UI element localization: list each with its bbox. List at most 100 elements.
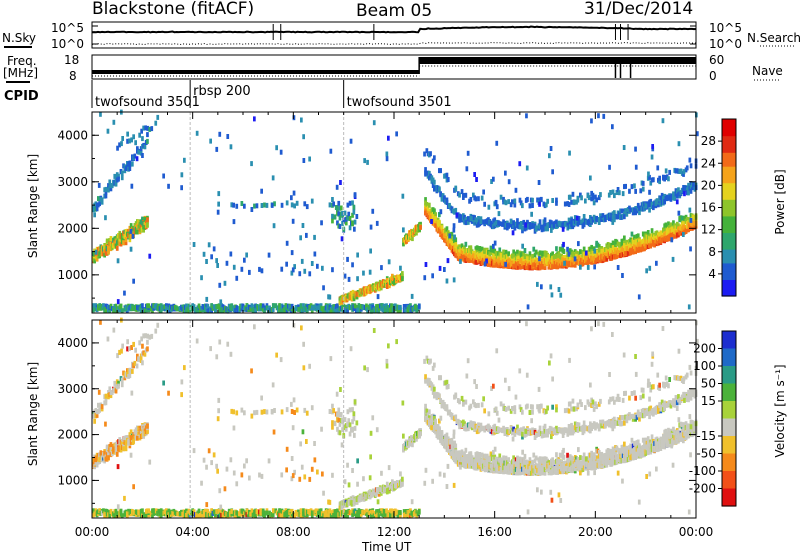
power-cell	[93, 212, 96, 218]
power-cell	[677, 210, 681, 216]
velocity-cell	[104, 396, 108, 402]
velocity-cell	[192, 509, 196, 515]
power-cell	[621, 273, 624, 278]
power-cell	[234, 308, 237, 314]
power-cell	[558, 246, 562, 252]
power-cell	[423, 151, 426, 157]
power-cell	[570, 199, 573, 205]
velocity-cell	[120, 377, 124, 383]
power-cell	[146, 217, 149, 223]
power-cell	[568, 150, 571, 156]
power-cell	[593, 264, 596, 270]
cpid-segment-label: rbsp 200	[193, 84, 251, 99]
power-cell	[271, 303, 275, 309]
power-cell	[348, 225, 352, 231]
power-cell	[338, 215, 342, 221]
velocity-cell	[353, 508, 357, 514]
power-cell	[261, 303, 265, 309]
velocity-cell	[93, 511, 96, 517]
velocity-cell	[271, 508, 275, 514]
power-cell	[353, 226, 356, 232]
power-cell	[639, 188, 643, 194]
power-cell	[538, 256, 541, 262]
power-cell	[459, 258, 462, 264]
power-cell	[502, 196, 505, 202]
power-cell	[631, 237, 635, 243]
power-cell	[353, 219, 357, 225]
power-cell	[223, 280, 227, 286]
power-cell	[393, 304, 397, 309]
power-cell	[590, 118, 593, 124]
power-cell	[395, 131, 398, 137]
power-cell	[586, 264, 590, 270]
power-cell	[290, 304, 294, 309]
power-cell	[250, 303, 254, 309]
power-cell	[329, 308, 333, 314]
power-cell	[473, 172, 476, 177]
power-cell	[232, 219, 236, 225]
power-cell	[599, 213, 602, 219]
power-cell	[472, 192, 475, 198]
power-cell	[495, 204, 499, 210]
velocity-cell	[115, 451, 119, 457]
power-cell	[356, 307, 359, 313]
power-cell	[600, 246, 604, 251]
date-title: 31/Dec/2014	[584, 0, 694, 19]
power-cell	[492, 243, 495, 249]
power-cell	[119, 304, 123, 310]
power-cell	[299, 303, 303, 309]
power-cell	[538, 201, 541, 207]
power-cell	[424, 197, 427, 203]
power-cell	[667, 221, 670, 227]
power-cell	[126, 131, 129, 137]
power-cell	[124, 240, 128, 246]
power-cell	[310, 261, 314, 266]
power-cell	[549, 284, 553, 290]
power-cell	[658, 179, 661, 185]
power-cell	[567, 251, 571, 257]
power-cell	[167, 183, 170, 189]
power-cell	[685, 165, 689, 171]
power-cell	[652, 177, 655, 183]
power-cell	[498, 247, 502, 253]
velocity-cell	[144, 512, 148, 518]
power-cell	[648, 189, 651, 195]
power-cell	[512, 220, 515, 226]
power-cell	[336, 220, 339, 226]
power-cell	[672, 220, 675, 226]
power-cell	[293, 264, 296, 270]
power-cell	[212, 304, 216, 310]
power-cell	[351, 220, 354, 226]
power-cell	[132, 278, 135, 284]
power-cell	[531, 197, 534, 203]
velocity-cell	[396, 513, 400, 518]
power-cell	[380, 265, 383, 271]
power-cell	[290, 270, 294, 276]
power-cell	[362, 270, 365, 276]
power-cell	[423, 275, 427, 281]
power-cell	[458, 192, 461, 198]
power-cell	[117, 176, 120, 182]
power-cell	[623, 211, 626, 217]
power-cell	[625, 211, 629, 217]
power-cell	[504, 261, 507, 267]
power-cell	[458, 244, 461, 250]
power-heatmap	[92, 109, 699, 314]
velocity-cell	[120, 382, 124, 388]
power-cell	[109, 236, 113, 241]
freq-left-bottom: 8	[69, 69, 77, 83]
power-cell	[102, 303, 105, 309]
power-cell	[646, 230, 650, 235]
power-cell	[504, 200, 508, 206]
power-cell	[279, 308, 283, 314]
power-cell	[232, 202, 235, 208]
power-cell	[298, 271, 302, 277]
power-cell	[571, 191, 575, 197]
freq-right-bottom: 0	[709, 69, 717, 83]
power-cell	[623, 235, 626, 241]
power-cell	[487, 204, 491, 210]
power-cell	[677, 141, 681, 147]
power-cell	[340, 236, 344, 242]
velocity-cell	[124, 443, 128, 449]
power-cell	[566, 246, 569, 252]
